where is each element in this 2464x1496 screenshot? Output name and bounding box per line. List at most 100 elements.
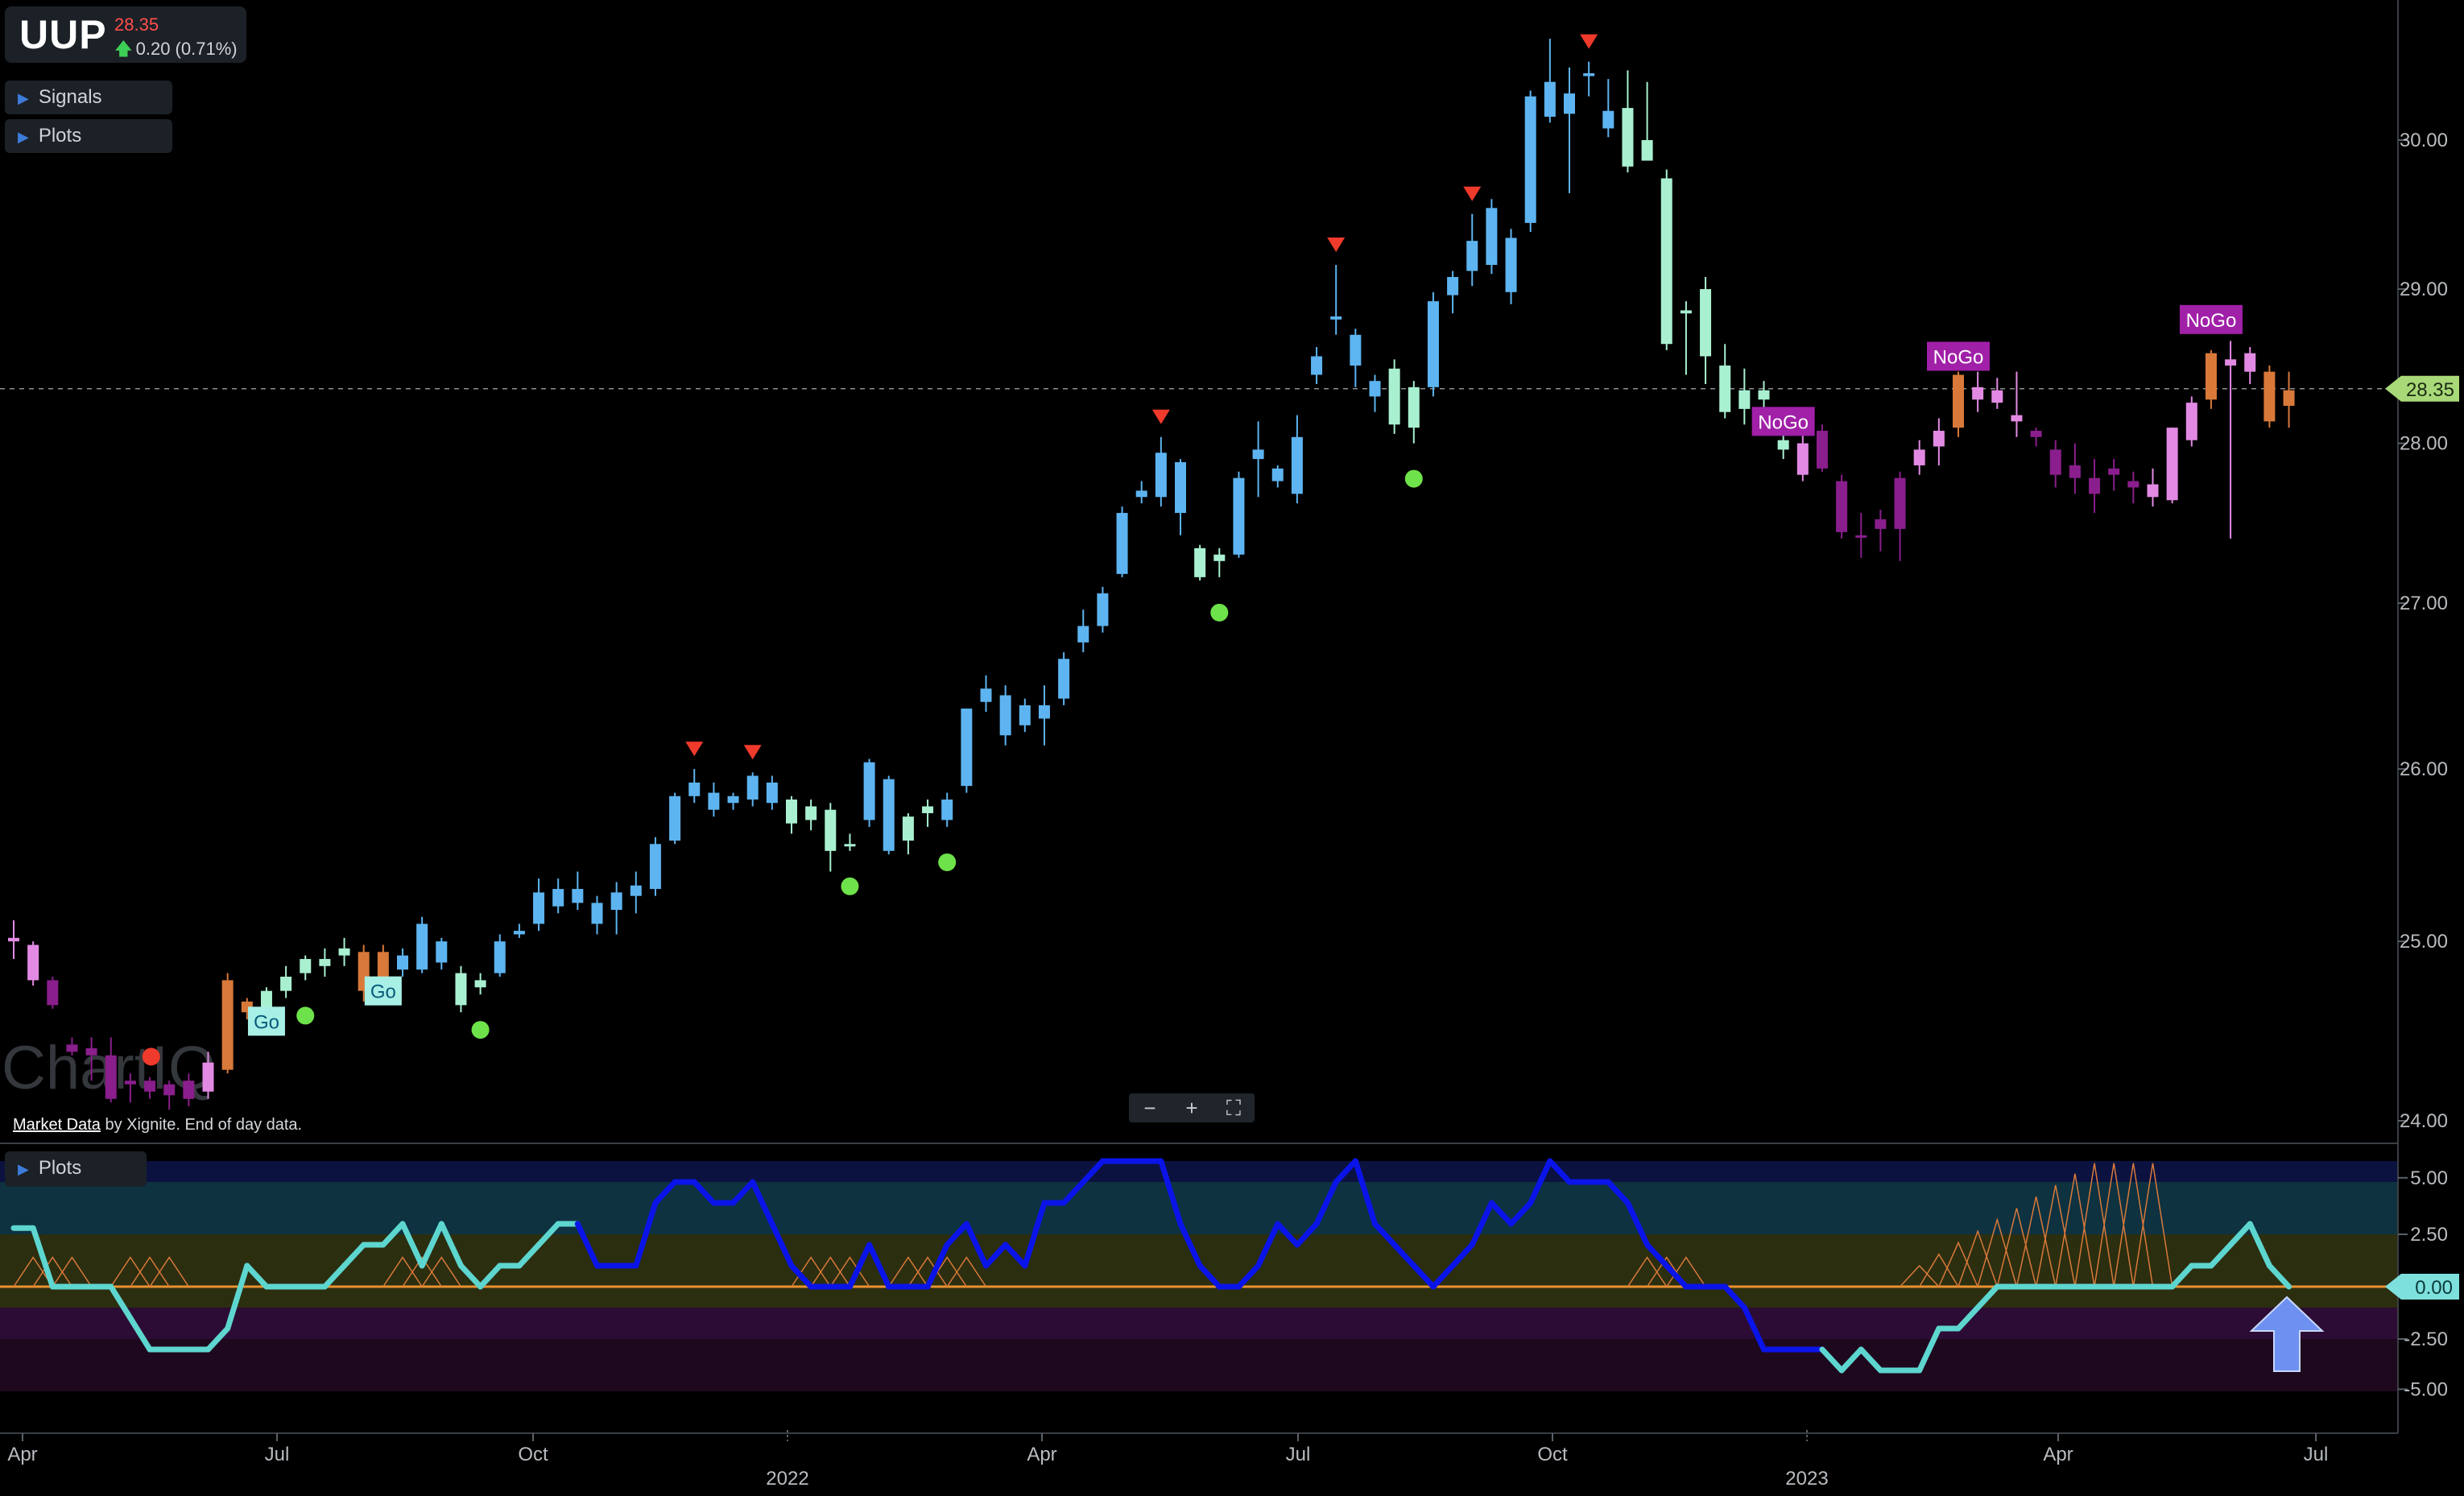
ticker-symbol: UUP [19,12,107,57]
candle-body [1738,390,1751,409]
fan-line [1938,1241,1978,1287]
candle-body [2089,477,2101,494]
oscillator-segment [1313,1179,1339,1227]
ticker-header: UUP 28.35 🡅 0.20 (0.71%) [5,6,246,63]
fullscreen-icon[interactable]: ⛶ [1226,1096,1242,1120]
candle-body [2263,371,2276,422]
candle-body [2069,465,2081,478]
attribution-suffix: by Xignite. End of day data. [105,1116,303,1134]
plus-icon[interactable]: + [1185,1096,1198,1120]
candle-body [1408,386,1420,428]
candle-body [708,792,720,810]
go-label-box [364,976,402,1006]
plots-toggle-button[interactable]: ▶ Plots [5,119,172,153]
candle-body [27,944,39,981]
candle-body [1175,462,1186,514]
fan-line [2015,1196,2057,1287]
osc-tick-label: 5.00 [2410,1167,2448,1189]
candle-body [1875,519,1887,529]
candle-body [338,948,350,956]
expand-triangle-icon: ▶ [18,90,29,106]
market-data-link[interactable]: Market Data [13,1116,101,1134]
fan-line [1666,1256,1706,1287]
fan-line [402,1256,442,1287]
x-tick-label: Jul [2304,1444,2329,1465]
oscillator-segment [1488,1200,1515,1227]
current-price-label: 28.35 [2406,379,2454,401]
oscillator-segment [1605,1179,1631,1206]
candle-body [2205,353,2217,400]
oscillator-band [0,1339,2398,1391]
candle-body [1602,110,1614,129]
candle-body [474,980,486,988]
candle-body [85,1048,97,1056]
oscillator-segment [478,1263,503,1290]
fan-line [907,1256,948,1287]
fan-line [810,1256,851,1287]
signals-toggle-button[interactable]: ▶ Signals [5,81,172,114]
fan-line [829,1256,870,1287]
candle-body [649,844,661,890]
candle-body [1388,368,1400,425]
candle-body [980,688,992,702]
oscillator-segment [1508,1200,1534,1227]
oscillator-segment [321,1263,348,1290]
fan-line [1977,1217,2018,1287]
candle-body [1058,659,1070,699]
oscillator-segment [438,1221,464,1269]
signal-down-triangle [1580,34,1598,49]
minus-icon[interactable]: − [1143,1096,1156,1120]
fan-line [888,1256,928,1287]
candle-body [805,806,817,820]
candle-body [1155,453,1167,498]
candle-body [572,889,584,903]
oscillator-segment [516,1242,542,1269]
oscillator-segment [846,1242,873,1290]
candle-body [1524,96,1536,223]
fan-line [1958,1229,1999,1287]
oscillator-segment [419,1221,444,1269]
candle-body [2011,415,2023,422]
candle-body [436,941,448,963]
candle-body [144,1081,156,1092]
candle-body [1564,93,1575,114]
current-price-tag [2385,375,2459,402]
expand-triangle-icon: ▶ [18,1161,29,1177]
candle-body [221,980,234,1070]
oscillator-segment [244,1263,270,1290]
candle-body [1038,705,1050,719]
oscillator-segment [1528,1158,1553,1206]
candle-body [1855,535,1867,538]
oscillator-segment [1974,1283,2000,1311]
oscillator-segment [1391,1242,1417,1269]
oscillator-segment [399,1221,425,1269]
osc-tick-label: -5.00 [2404,1378,2448,1400]
candle-body [1233,477,1245,555]
candle-body [961,709,973,787]
oscillator-segment [1372,1221,1398,1248]
oscillator-segment [1294,1221,1320,1248]
candle-body [2166,428,2178,501]
fan-line [1627,1256,1668,1287]
candle-body [1816,431,1828,469]
oscillator-segment [1430,1263,1456,1290]
oscillator-segment [1352,1158,1378,1227]
oscillator-segment [1060,1179,1086,1206]
candle-body [1135,490,1147,498]
candle-body [1641,140,1653,161]
fan-line [1996,1208,2037,1287]
oscillator-segment [108,1283,134,1321]
lower-plots-toggle-button[interactable]: ▶ Plots [5,1151,147,1187]
candle-body [1077,626,1089,643]
nogo-label-box [1751,407,1815,436]
oscillator-segment [1722,1283,1747,1311]
oscillator-fan-lines [13,1163,2173,1287]
candle-body [1972,386,1984,400]
oscillator-segment [1158,1158,1184,1227]
zoom-controls: − + ⛶ [1129,1093,1255,1122]
candle-body [883,779,895,851]
up-arrow-icon [2249,1296,2325,1372]
go-signal-dot [1210,603,1229,622]
